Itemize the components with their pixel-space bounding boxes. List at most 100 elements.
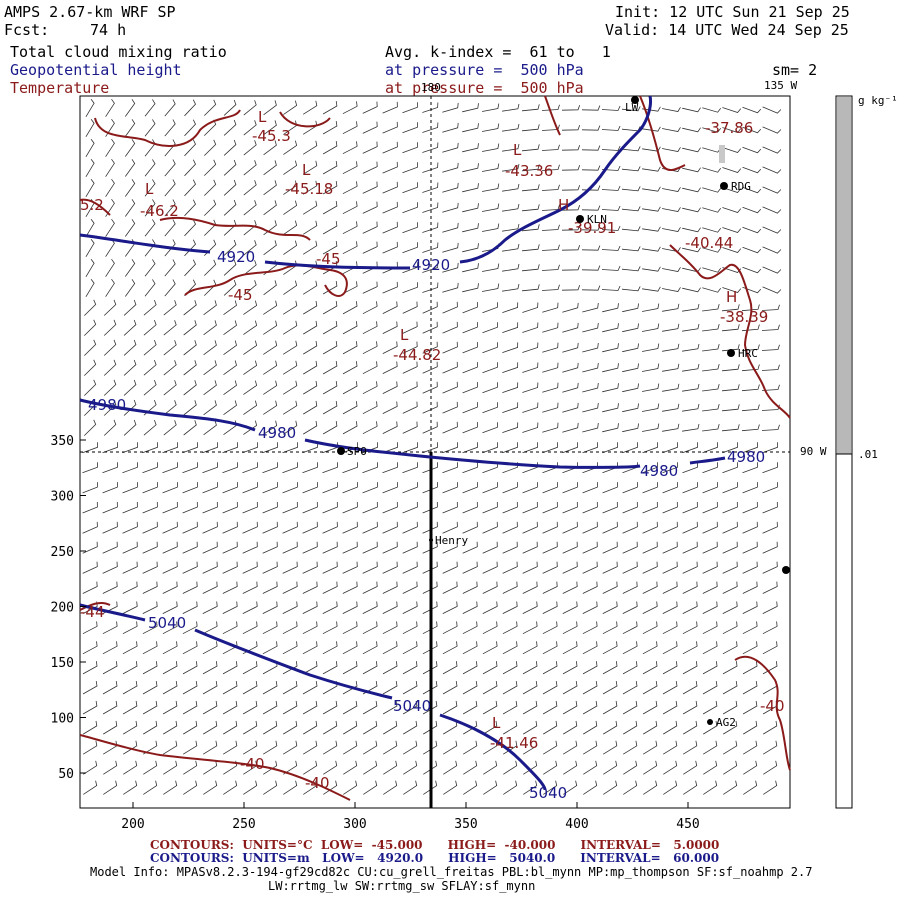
wind-barb (662, 501, 678, 514)
wind-barb (502, 342, 519, 353)
wind-barb (203, 320, 217, 336)
wind-barb (542, 681, 558, 695)
wind-barb (521, 124, 540, 132)
wind-barb (442, 740, 458, 755)
wind-barb (402, 561, 418, 574)
wind-barb (642, 700, 658, 715)
wind-barb (462, 621, 478, 635)
wind-barb (105, 238, 115, 257)
wind-barb (541, 144, 560, 151)
wind-barb (662, 107, 681, 112)
wind-barb (242, 521, 258, 534)
wind-barb (682, 247, 701, 253)
wind-barb (462, 342, 478, 354)
wind-barb (442, 442, 458, 454)
wind-barb (322, 740, 338, 755)
wind-barb (183, 380, 197, 396)
wind-barb (583, 760, 598, 775)
wind-barb (182, 661, 198, 675)
wind-barb (462, 700, 478, 715)
wind-barb (342, 681, 358, 695)
wind-barb (482, 362, 498, 374)
x-axis-tick-label: 250 (232, 817, 255, 832)
height-label: 4920 (412, 256, 450, 274)
wind-barb (163, 340, 177, 356)
temperature-label: -40.44 (685, 234, 733, 252)
wind-barb (422, 621, 438, 635)
high-center: H (726, 288, 737, 306)
wind-barb (522, 601, 538, 614)
wind-barb (182, 700, 198, 715)
wind-barb (643, 780, 658, 795)
wind-barb (442, 421, 458, 434)
wind-barb (562, 302, 579, 313)
wind-barb (502, 700, 518, 715)
wind-barb (143, 299, 157, 316)
x-axis-tick-label: 450 (676, 817, 699, 832)
wind-barb (82, 720, 98, 735)
station-marker (707, 719, 713, 725)
height-contour-info: CONTOURS: UNITS=m LOW= 4920.0 HIGH= 5040… (150, 851, 720, 865)
wind-barb (682, 403, 700, 412)
wind-barb (102, 561, 118, 574)
wind-barb (463, 760, 478, 775)
wind-barb (741, 364, 760, 372)
wind-barb (542, 501, 558, 514)
wind-barb (283, 200, 298, 215)
wind-barb (682, 383, 700, 392)
wind-barb (442, 321, 458, 334)
wind-barb (542, 322, 559, 333)
wind-barb (362, 301, 378, 315)
wind-barb (362, 700, 378, 715)
wind-barb (642, 266, 661, 272)
wind-barb (561, 144, 581, 151)
wind-barb (362, 740, 378, 755)
wind-barb (223, 320, 237, 336)
wind-barb (562, 621, 578, 635)
wind-barb (243, 240, 257, 256)
wind-barb (582, 382, 599, 393)
low-center: L (258, 108, 267, 126)
wind-barb (143, 419, 157, 436)
wind-barb (622, 343, 639, 353)
wind-barb (302, 300, 318, 315)
wind-barb (202, 501, 218, 514)
wind-barb (442, 720, 458, 735)
wind-barb (682, 700, 698, 715)
wind-barb (682, 287, 701, 293)
wind-barb (142, 661, 158, 675)
wind-barb (342, 720, 358, 735)
wind-barb (542, 720, 558, 735)
wind-barb (762, 740, 778, 755)
wind-barb (382, 541, 398, 554)
wind-barb (722, 107, 742, 113)
wind-barb (442, 102, 459, 113)
wind-barb (522, 720, 538, 735)
wind-barb (84, 319, 97, 336)
wind-barb (503, 760, 518, 775)
wind-barb (322, 381, 338, 395)
wind-barb (143, 780, 158, 795)
wind-barb (402, 442, 418, 454)
wind-barb (302, 280, 318, 295)
wind-barb (743, 760, 758, 775)
wind-barb (642, 343, 660, 352)
wind-barb (143, 760, 158, 775)
wind-barb (602, 740, 618, 755)
wind-barb (402, 501, 418, 514)
wind-barb (521, 204, 540, 212)
low-center: L (492, 714, 501, 732)
wind-barb (322, 361, 338, 375)
wind-barb (502, 442, 518, 454)
wind-barb (342, 301, 358, 315)
wind-barb (522, 700, 538, 715)
temperature-label: -40 (760, 697, 785, 715)
valid-time: Valid: 14 UTC Wed 24 Sep 25 (605, 21, 849, 39)
wind-barb (702, 561, 718, 574)
wind-barb (422, 561, 438, 574)
wind-barb (402, 700, 418, 715)
wind-barb (762, 442, 778, 454)
wind-barb (85, 218, 95, 238)
wind-barb (541, 184, 560, 191)
wind-barb (662, 521, 678, 534)
